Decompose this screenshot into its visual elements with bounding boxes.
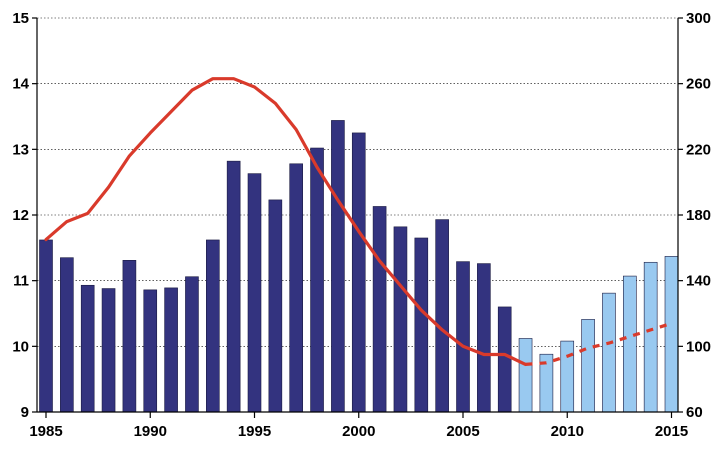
x-tick-label-2010: 2010 bbox=[551, 423, 584, 440]
bar-forecast-2015 bbox=[664, 256, 679, 413]
bar-actual-1988 bbox=[101, 288, 116, 413]
bar-actual-1993 bbox=[206, 239, 220, 413]
right-tick-label-180: 180 bbox=[686, 207, 711, 224]
left-tick-label-11: 11 bbox=[13, 273, 29, 290]
bar-actual-1997 bbox=[289, 163, 304, 413]
right-tick-label-60: 60 bbox=[686, 404, 703, 421]
tick-labels: 9 10 11 12 13 14 15 60 100 140 180 220 260 300 1985 199… bbox=[12, 10, 711, 440]
x-tick-label-1995: 1995 bbox=[238, 423, 271, 440]
bar-actual-1991 bbox=[164, 287, 178, 413]
bar-forecast-2014 bbox=[643, 261, 658, 413]
x-tick-label-1990: 1990 bbox=[134, 423, 167, 440]
x-tick-label-1985: 1985 bbox=[29, 423, 62, 440]
left-tick-label-13: 13 bbox=[12, 141, 29, 158]
right-tick-label-140: 140 bbox=[686, 273, 711, 290]
bar-actual-2006 bbox=[477, 263, 491, 413]
axes bbox=[32, 17, 683, 418]
bar-actual-1985 bbox=[39, 239, 53, 413]
bar-actual-1992 bbox=[185, 276, 199, 413]
bar-actual-1999 bbox=[331, 120, 345, 413]
bar-actual-2001 bbox=[372, 206, 387, 413]
bar-actual-2002 bbox=[393, 226, 408, 413]
bar-actual-1990 bbox=[143, 289, 158, 413]
left-tick-label-10: 10 bbox=[12, 338, 29, 355]
bar-actual-2007 bbox=[497, 306, 512, 413]
bar-actual-2004 bbox=[435, 219, 449, 413]
left-tick-label-9: 9 bbox=[21, 404, 29, 421]
bar-forecast-2012 bbox=[602, 292, 616, 413]
line-series bbox=[44, 77, 672, 366]
bar-actual-1996 bbox=[268, 199, 283, 413]
line-actual bbox=[44, 77, 528, 366]
bar-forecast-2013 bbox=[622, 275, 637, 413]
x-tick-label-2015: 2015 bbox=[655, 423, 688, 440]
bar-forecast-2008 bbox=[518, 338, 533, 413]
bar-actual-1987 bbox=[80, 284, 95, 413]
right-tick-label-260: 260 bbox=[686, 76, 711, 93]
bar-forecast-2011 bbox=[581, 319, 595, 413]
x-tick-label-2000: 2000 bbox=[342, 423, 375, 440]
right-tick-label-100: 100 bbox=[686, 338, 711, 355]
x-tick-label-2005: 2005 bbox=[446, 423, 479, 440]
bar-actual-2005 bbox=[456, 261, 470, 413]
line-forecast bbox=[525, 321, 672, 366]
bar-series bbox=[39, 120, 679, 413]
bar-actual-2000 bbox=[351, 132, 366, 413]
left-tick-label-15: 15 bbox=[12, 10, 29, 27]
left-tick-label-12: 12 bbox=[12, 207, 29, 224]
bar-forecast-2010 bbox=[560, 340, 575, 413]
bar-actual-2003 bbox=[414, 237, 429, 413]
bar-actual-1989 bbox=[122, 260, 137, 413]
bar-actual-1998 bbox=[310, 147, 324, 413]
bar-actual-1995 bbox=[247, 173, 262, 413]
right-tick-label-220: 220 bbox=[686, 141, 711, 158]
left-tick-label-14: 14 bbox=[12, 76, 29, 93]
bar-actual-1994 bbox=[226, 160, 241, 413]
bar-actual-1986 bbox=[60, 257, 74, 413]
right-tick-label-300: 300 bbox=[686, 10, 711, 27]
